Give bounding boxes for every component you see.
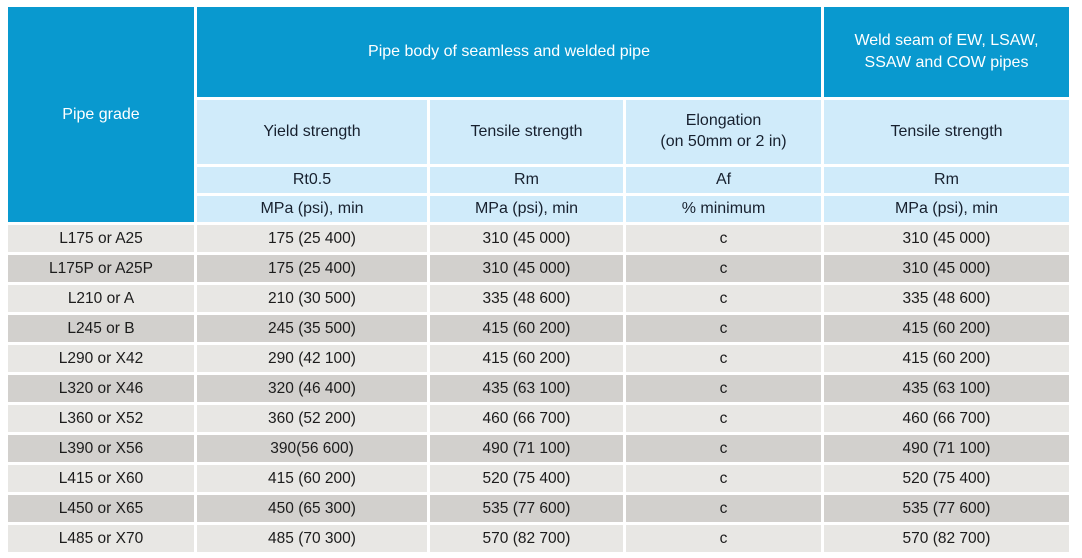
table-row: L450 or X65 450 (65 300) 535 (77 600) c 535 … [8,495,1069,522]
symbol-af: Af [626,167,821,193]
cell-elongation: c [626,315,821,342]
subheader-row: Yield strength Tensile strength Elongati… [8,100,1069,164]
cell-grade: L415 or X60 [8,465,194,492]
cell-yield: 175 (25 400) [197,255,427,282]
cell-weld-tensile: 535 (77 600) [824,495,1069,522]
table-row: L210 or A 210 (30 500) 335 (48 600) c 335 (4… [8,285,1069,312]
symbol-row: Rt0.5 Rm Af Rm [8,167,1069,193]
cell-elongation: c [626,495,821,522]
cell-tensile: 520 (75 400) [430,465,623,492]
cell-yield: 245 (35 500) [197,315,427,342]
cell-weld-tensile: 435 (63 100) [824,375,1069,402]
cell-grade: L485 or X70 [8,525,194,552]
cell-tensile: 490 (71 100) [430,435,623,462]
cell-grade: L450 or X65 [8,495,194,522]
unit-elongation: % minimum [626,196,821,222]
group-header-weld-seam: Weld seam of EW, LSAW, SSAW and COW pipe… [824,7,1069,97]
cell-tensile: 570 (82 700) [430,525,623,552]
cell-elongation: c [626,255,821,282]
cell-grade: L210 or A [8,285,194,312]
cell-yield: 210 (30 500) [197,285,427,312]
unit-weld-tensile: MPa (psi), min [824,196,1069,222]
group-header-row: Pipe grade Pipe body of seamless and wel… [8,7,1069,222]
symbol-rm-weld: Rm [824,167,1069,193]
cell-weld-tensile: 520 (75 400) [824,465,1069,492]
cell-grade: L175 or A25 [8,225,194,252]
cell-weld-tensile: 335 (48 600) [824,285,1069,312]
cell-tensile: 435 (63 100) [430,375,623,402]
cell-elongation: c [626,375,821,402]
cell-tensile: 335 (48 600) [430,285,623,312]
cell-yield: 390(56 600) [197,435,427,462]
cell-weld-tensile: 490 (71 100) [824,435,1069,462]
cell-weld-tensile: 310 (45 000) [824,255,1069,282]
table-row: L415 or X60 415 (60 200) 520 (75 400) c 520 … [8,465,1069,492]
symbol-rm: Rm [430,167,623,193]
cell-grade: L320 or X46 [8,375,194,402]
cell-elongation: c [626,465,821,492]
cell-tensile: 310 (45 000) [430,255,623,282]
subheader-weld-tensile-strength: Tensile strength [824,100,1069,164]
unit-row: MPa (psi), min MPa (psi), min % minimum … [8,196,1069,222]
cell-elongation: c [626,405,821,432]
cell-yield: 290 (42 100) [197,345,427,372]
cell-yield: 415 (60 200) [197,465,427,492]
table-row: L390 or X56 390(56 600) 490 (71 100) c 490 (… [8,435,1069,462]
subheader-yield-strength: Yield strength [197,100,427,164]
cell-grade: L290 or X42 [8,345,194,372]
cell-elongation: c [626,225,821,252]
pipe-strength-table: Pipe grade Pipe body of seamless and wel… [5,4,1072,555]
table-row: L175P or A25P 175 (25 400) 310 (45 000) c 31… [8,255,1069,282]
group-header-pipe-body: Pipe body of seamless and welded pipe [197,7,821,97]
cell-yield: 175 (25 400) [197,225,427,252]
table-row: L485 or X70 485 (70 300) 570 (82 700) c 570 … [8,525,1069,552]
table-row: L360 or X52 360 (52 200) 460 (66 700) c 460 … [8,405,1069,432]
cell-weld-tensile: 570 (82 700) [824,525,1069,552]
cell-grade: L390 or X56 [8,435,194,462]
cell-yield: 450 (65 300) [197,495,427,522]
cell-tensile: 415 (60 200) [430,315,623,342]
cell-grade: L360 or X52 [8,405,194,432]
subheader-tensile-strength: Tensile strength [430,100,623,164]
table-body: L175 or A25 175 (25 400) 310 (45 000) c 310 … [8,225,1069,552]
cell-yield: 360 (52 200) [197,405,427,432]
cell-tensile: 535 (77 600) [430,495,623,522]
cell-tensile: 310 (45 000) [430,225,623,252]
cell-weld-tensile: 415 (60 200) [824,315,1069,342]
cell-elongation: c [626,435,821,462]
cell-elongation: c [626,525,821,552]
subheader-elongation: Elongation (on 50mm or 2 in) [626,100,821,164]
table-row: L245 or B 245 (35 500) 415 (60 200) c 415 (6… [8,315,1069,342]
cell-weld-tensile: 415 (60 200) [824,345,1069,372]
cell-grade: L245 or B [8,315,194,342]
table-row: L320 or X46 320 (46 400) 435 (63 100) c 435 … [8,375,1069,402]
cell-yield: 485 (70 300) [197,525,427,552]
cell-yield: 320 (46 400) [197,375,427,402]
unit-tensile: MPa (psi), min [430,196,623,222]
cell-weld-tensile: 460 (66 700) [824,405,1069,432]
cell-tensile: 415 (60 200) [430,345,623,372]
pipe-grade-header: Pipe grade [8,7,194,222]
table-header: Pipe grade Pipe body of seamless and wel… [8,7,1069,222]
cell-weld-tensile: 310 (45 000) [824,225,1069,252]
cell-grade: L175P or A25P [8,255,194,282]
table-row: L290 or X42 290 (42 100) 415 (60 200) c 415 … [8,345,1069,372]
cell-tensile: 460 (66 700) [430,405,623,432]
unit-yield: MPa (psi), min [197,196,427,222]
cell-elongation: c [626,285,821,312]
symbol-rt05: Rt0.5 [197,167,427,193]
table-row: L175 or A25 175 (25 400) 310 (45 000) c 310 … [8,225,1069,252]
cell-elongation: c [626,345,821,372]
